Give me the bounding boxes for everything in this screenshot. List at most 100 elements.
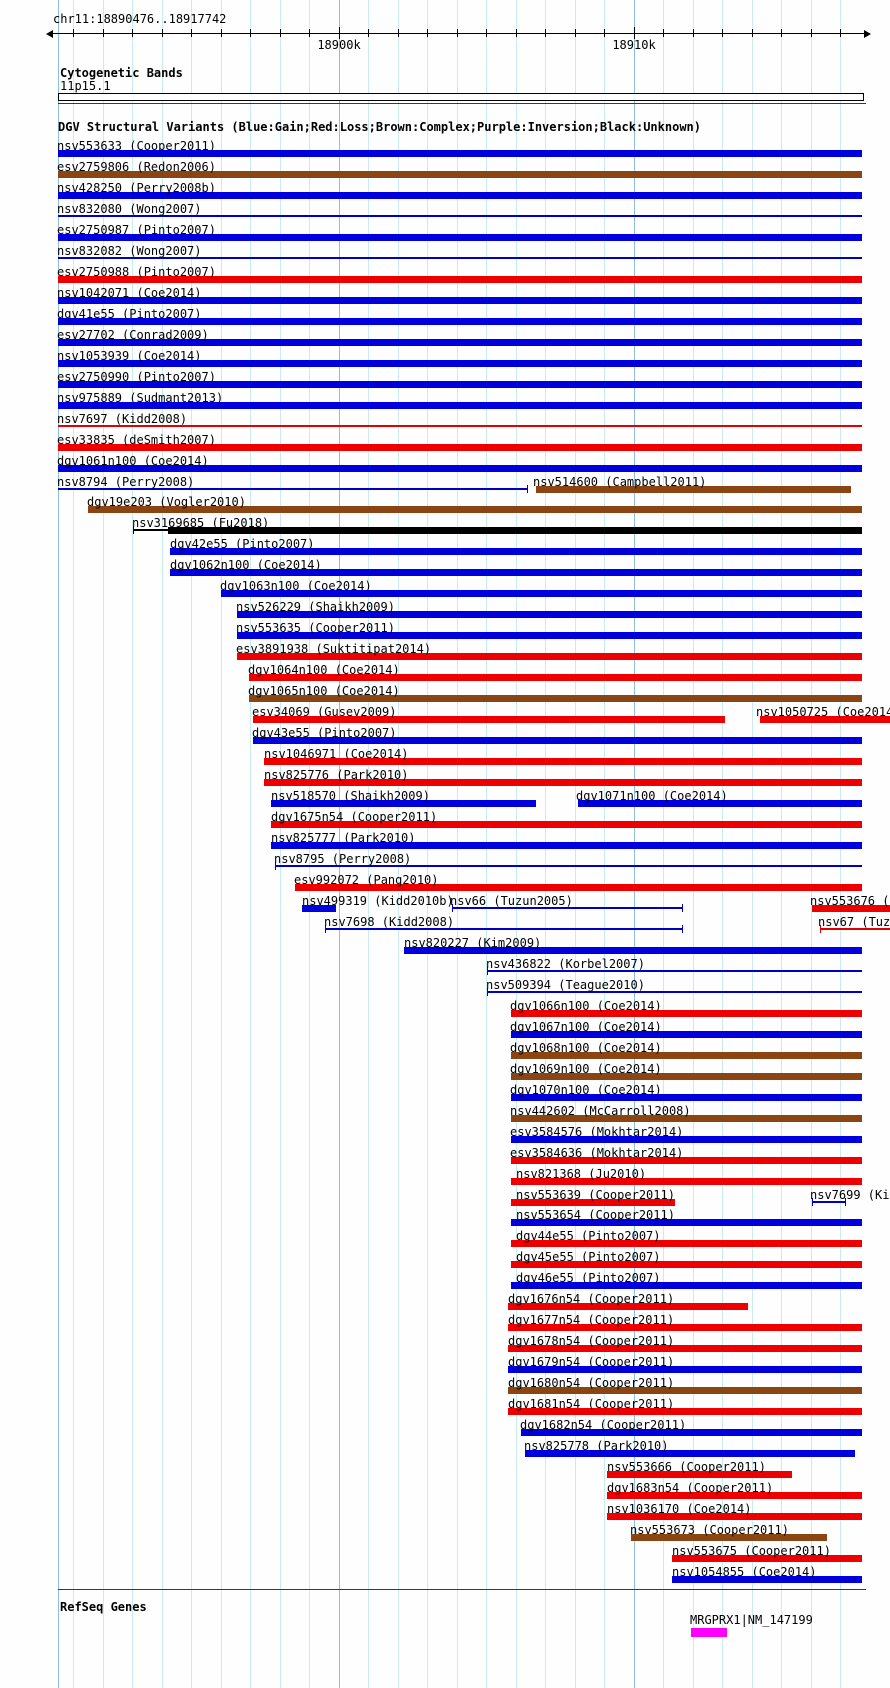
variant-bar[interactable]: [58, 381, 862, 388]
variant-bar[interactable]: [302, 905, 336, 912]
variant-label: dgv44e55 (Pinto2007): [516, 1229, 661, 1243]
dgv-track-title: DGV Structural Variants (Blue:Gain;Red:L…: [58, 120, 701, 134]
variant-bar[interactable]: [508, 1387, 862, 1394]
variant-bar[interactable]: [325, 928, 683, 930]
variant-bar[interactable]: [253, 716, 725, 723]
variant-bar[interactable]: [58, 402, 862, 409]
variant-bar[interactable]: [820, 928, 890, 930]
variant-label: dgv1068n100 (Coe2014): [510, 1041, 662, 1055]
variant-bar[interactable]: [58, 339, 862, 346]
ruler-tick: [634, 27, 635, 39]
variant-bar[interactable]: [271, 800, 536, 807]
variant-label: nsv514600 (Campbell2011): [533, 475, 707, 489]
variant-label: nsv1054855 (Coe2014): [672, 1565, 817, 1579]
ruler-tick: [162, 29, 163, 37]
ruler-tick: [398, 29, 399, 37]
variant-bar[interactable]: [58, 234, 862, 241]
ruler-major-tick-label: 18900k: [317, 38, 361, 52]
variant-bar[interactable]: [508, 1303, 748, 1310]
gene-bar[interactable]: [691, 1628, 727, 1637]
variant-bar[interactable]: [58, 276, 862, 283]
variant-bar[interactable]: [58, 150, 862, 157]
variant-bar[interactable]: [58, 297, 862, 304]
variant-bar[interactable]: [58, 465, 862, 472]
variant-bar[interactable]: [249, 674, 862, 681]
variant-bar[interactable]: [271, 821, 862, 828]
variant-bar[interactable]: [508, 1345, 862, 1352]
variant-bar[interactable]: [237, 611, 862, 618]
variant-bar[interactable]: [511, 1178, 862, 1185]
variant-bar[interactable]: [253, 737, 862, 744]
variant-bar[interactable]: [58, 171, 862, 178]
cytoband-bar[interactable]: [58, 93, 864, 101]
variant-label: dgv1676n54 (Cooper2011): [508, 1292, 675, 1306]
variant-bar[interactable]: [487, 970, 862, 972]
variant-bar[interactable]: [58, 192, 862, 199]
variant-bar[interactable]: [133, 529, 168, 531]
variant-bar[interactable]: [672, 1576, 862, 1583]
variant-label: dgv1681n54 (Cooper2011): [508, 1397, 675, 1411]
variant-bar[interactable]: [511, 1136, 862, 1143]
variant-bar[interactable]: [607, 1513, 862, 1520]
variant-bar[interactable]: [58, 444, 862, 451]
variant-bar[interactable]: [578, 800, 862, 807]
variant-bar[interactable]: [58, 215, 862, 217]
variant-bar[interactable]: [511, 1199, 675, 1206]
variant-bar[interactable]: [221, 590, 862, 597]
variant-bar[interactable]: [511, 1115, 862, 1122]
variant-end-tick: [487, 967, 488, 975]
variant-bar[interactable]: [511, 1010, 862, 1017]
variant-bar[interactable]: [452, 907, 683, 909]
variant-bar[interactable]: [607, 1492, 862, 1499]
variant-bar[interactable]: [58, 425, 862, 427]
variant-bar[interactable]: [170, 569, 862, 576]
variant-bar[interactable]: [508, 1366, 862, 1373]
variant-bar[interactable]: [672, 1555, 862, 1562]
variant-label: esv33835 (deSmith2007): [57, 433, 216, 447]
variant-bar[interactable]: [511, 1073, 862, 1080]
variant-bar[interactable]: [404, 947, 862, 954]
minor-gridline: [73, 0, 74, 1688]
variant-label: nsv7697 (Kidd2008): [57, 412, 188, 426]
ruler-tick: [486, 29, 487, 37]
variant-bar[interactable]: [511, 1094, 862, 1101]
variant-bar[interactable]: [525, 1450, 855, 1457]
variant-bar[interactable]: [508, 1324, 862, 1331]
variant-bar[interactable]: [237, 632, 862, 639]
variant-bar[interactable]: [760, 716, 890, 723]
variant-bar[interactable]: [511, 1219, 862, 1226]
variant-label: nsv1046971 (Coe2014): [264, 747, 409, 761]
variant-bar[interactable]: [511, 1240, 862, 1247]
variant-bar[interactable]: [264, 758, 862, 765]
variant-bar[interactable]: [58, 360, 862, 367]
variant-bar[interactable]: [58, 488, 528, 490]
variant-bar[interactable]: [511, 1052, 862, 1059]
variant-bar[interactable]: [58, 318, 862, 325]
variant-bar[interactable]: [631, 1534, 827, 1541]
variant-bar[interactable]: [271, 842, 862, 849]
variant-end-tick: [682, 925, 683, 933]
variant-bar[interactable]: [511, 1031, 862, 1038]
variant-bar[interactable]: [511, 1282, 862, 1289]
variant-bar[interactable]: [170, 548, 862, 555]
variant-bar[interactable]: [812, 1201, 846, 1203]
variant-bar[interactable]: [521, 1429, 862, 1436]
variant-bar[interactable]: [508, 1408, 862, 1415]
variant-bar[interactable]: [88, 506, 862, 513]
variant-bar[interactable]: [275, 865, 862, 867]
variant-bar[interactable]: [511, 1157, 862, 1164]
variant-bar[interactable]: [536, 486, 851, 493]
variant-bar[interactable]: [58, 257, 862, 259]
variant-bar[interactable]: [295, 884, 862, 891]
variant-bar[interactable]: [607, 1471, 792, 1478]
variant-bar[interactable]: [487, 991, 862, 993]
variant-label: dgv1066n100 (Coe2014): [510, 999, 662, 1013]
variant-bar[interactable]: [168, 527, 862, 534]
variant-label: esv27702 (Conrad2009): [57, 328, 209, 342]
variant-bar[interactable]: [812, 905, 890, 912]
variant-bar[interactable]: [264, 779, 862, 786]
variant-bar[interactable]: [249, 695, 862, 702]
variant-bar[interactable]: [237, 653, 862, 660]
variant-bar[interactable]: [511, 1261, 862, 1268]
ruler-tick: [457, 29, 458, 37]
